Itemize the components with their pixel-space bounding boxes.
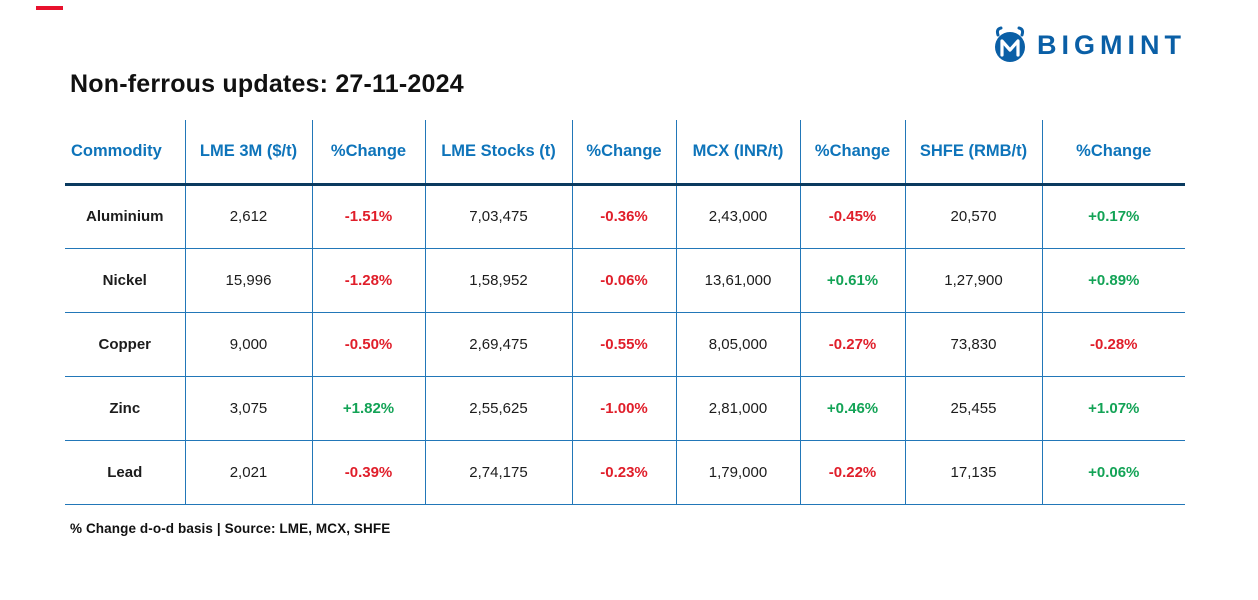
commodity-cell: Lead — [65, 440, 185, 505]
table-row-copper: Copper 9,000 -0.50% 2,69,475 -0.55% 8,05… — [65, 312, 1185, 377]
value-cell: 1,27,900 — [904, 248, 1042, 313]
column-header-pct-lme3m: %Change — [311, 120, 425, 186]
value-cell: 2,55,625 — [424, 376, 572, 441]
pct-cell: -0.28% — [1041, 312, 1185, 377]
pct-cell: +0.61% — [799, 248, 905, 313]
commodity-cell: Zinc — [65, 376, 185, 441]
pct-cell: -0.45% — [799, 184, 905, 249]
value-cell: 1,79,000 — [675, 440, 800, 505]
pct-cell: -0.39% — [311, 440, 425, 505]
pct-cell: -0.27% — [799, 312, 905, 377]
value-cell: 8,05,000 — [675, 312, 800, 377]
value-cell: 2,69,475 — [424, 312, 572, 377]
value-cell: 2,021 — [184, 440, 312, 505]
top-left-accent — [36, 6, 63, 10]
table-row-zinc: Zinc 3,075 +1.82% 2,55,625 -1.00% 2,81,0… — [65, 376, 1185, 441]
column-header-commodity: Commodity — [65, 120, 185, 186]
commodity-cell: Aluminium — [65, 184, 185, 249]
column-header-mcx: MCX (INR/t) — [675, 120, 800, 186]
pct-cell: +1.07% — [1041, 376, 1185, 441]
table-row-lead: Lead 2,021 -0.39% 2,74,175 -0.23% 1,79,0… — [65, 440, 1185, 505]
column-header-lme-stocks: LME Stocks (t) — [424, 120, 572, 186]
value-cell: 2,81,000 — [675, 376, 800, 441]
column-header-shfe: SHFE (RMB/t) — [904, 120, 1042, 186]
brand-logo: BIGMINT — [990, 26, 1186, 64]
value-cell: 15,996 — [184, 248, 312, 313]
column-header-pct-stocks: %Change — [571, 120, 676, 186]
pct-cell: -0.55% — [571, 312, 676, 377]
bigmint-monogram-icon — [990, 26, 1030, 64]
value-cell: 9,000 — [184, 312, 312, 377]
table-row-aluminium: Aluminium 2,612 -1.51% 7,03,475 -0.36% 2… — [65, 184, 1185, 249]
value-cell: 73,830 — [904, 312, 1042, 377]
pct-cell: -0.50% — [311, 312, 425, 377]
pct-cell: -1.28% — [311, 248, 425, 313]
pct-cell: +1.82% — [311, 376, 425, 441]
pct-cell: +0.06% — [1041, 440, 1185, 505]
value-cell: 7,03,475 — [424, 184, 572, 249]
value-cell: 13,61,000 — [675, 248, 800, 313]
value-cell: 2,74,175 — [424, 440, 572, 505]
pct-cell: -0.06% — [571, 248, 676, 313]
value-cell: 2,43,000 — [675, 184, 800, 249]
value-cell: 25,455 — [904, 376, 1042, 441]
commodity-cell: Copper — [65, 312, 185, 377]
header-row: Commodity LME 3M ($/t) %Change LME Stock… — [65, 120, 1185, 186]
column-header-lme3m: LME 3M ($/t) — [184, 120, 312, 186]
table-row-nickel: Nickel 15,996 -1.28% 1,58,952 -0.06% 13,… — [65, 248, 1185, 313]
value-cell: 2,612 — [184, 184, 312, 249]
pct-cell: -0.22% — [799, 440, 905, 505]
pct-cell: -0.36% — [571, 184, 676, 249]
pct-cell: -1.51% — [311, 184, 425, 249]
pct-cell: -1.00% — [571, 376, 676, 441]
column-header-pct-shfe: %Change — [1041, 120, 1185, 186]
source-footnote: % Change d-o-d basis | Source: LME, MCX,… — [70, 521, 391, 536]
value-cell: 20,570 — [904, 184, 1042, 249]
value-cell: 17,135 — [904, 440, 1042, 505]
column-header-pct-mcx: %Change — [799, 120, 905, 186]
brand-name: BIGMINT — [1037, 29, 1186, 60]
pct-cell: -0.23% — [571, 440, 676, 505]
value-cell: 1,58,952 — [424, 248, 572, 313]
commodity-cell: Nickel — [65, 248, 185, 313]
pct-cell: +0.89% — [1041, 248, 1185, 313]
pct-cell: +0.17% — [1041, 184, 1185, 249]
value-cell: 3,075 — [184, 376, 312, 441]
commodity-table: Commodity LME 3M ($/t) %Change LME Stock… — [65, 120, 1185, 505]
page-title: Non-ferrous updates: 27-11-2024 — [70, 70, 464, 98]
pct-cell: +0.46% — [799, 376, 905, 441]
